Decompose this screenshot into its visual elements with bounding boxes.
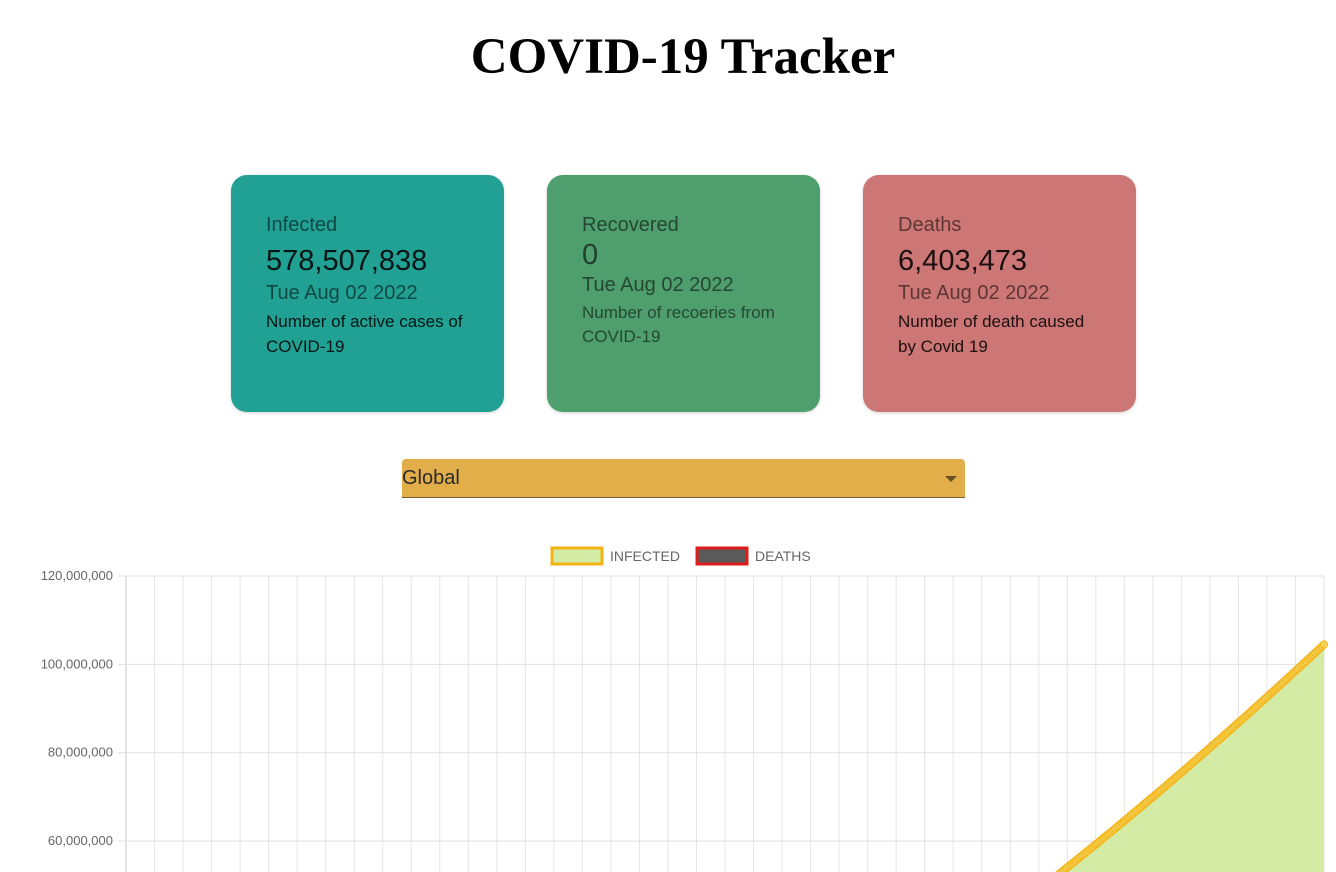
y-tick-label: 80,000,000 <box>48 745 113 760</box>
y-axis-ticks: 120,000,000 100,000,000 80,000,000 60,000,0… <box>41 568 113 848</box>
legend-swatch <box>550 546 604 566</box>
country-select-value: Global <box>402 467 460 489</box>
infected-point <box>1319 640 1329 649</box>
chevron-down-icon[interactable] <box>945 476 957 482</box>
y-tick-label: 100,000,000 <box>41 656 113 671</box>
infected-date: Tue Aug 02 2022 <box>266 282 418 304</box>
legend-swatch <box>695 546 749 566</box>
cases-line-chart: INFECTED DEATHS 120,000,000 100,000,000 80,… <box>41 546 1329 872</box>
y-tick-label: 120,000,000 <box>41 568 113 583</box>
infected-card: Infected 578,507,838 Tue Aug 02 2022 Num… <box>231 175 504 412</box>
infected-label: Infected <box>266 214 338 236</box>
recovered-count: 0 <box>582 239 599 271</box>
recovered-label: Recovered <box>582 214 679 236</box>
chart-series <box>1055 640 1329 872</box>
infected-description: Number of active cases of COVID-19 <box>266 312 463 356</box>
recovered-description: Number of recoeries from COVID-19 <box>582 303 775 346</box>
y-tick-label: 60,000,000 <box>48 833 113 848</box>
deaths-date: Tue Aug 02 2022 <box>898 282 1050 304</box>
chart-legend: INFECTED DEATHS <box>550 546 811 566</box>
deaths-description: Number of death caused by Covid 19 <box>898 312 1085 356</box>
recovered-card: Recovered 0 Tue Aug 02 2022 Number of re… <box>547 175 820 412</box>
infected-area <box>1056 644 1324 872</box>
deaths-label: Deaths <box>898 214 962 236</box>
infected-count: 578,507,838 <box>266 245 428 277</box>
country-select[interactable]: Global <box>402 459 965 498</box>
deaths-count: 6,403,473 <box>898 245 1028 277</box>
legend-label: INFECTED <box>610 548 680 564</box>
page-title: COVID-19 Tracker <box>470 29 896 85</box>
recovered-date: Tue Aug 02 2022 <box>582 274 734 296</box>
legend-label: DEATHS <box>755 548 811 564</box>
deaths-card: Deaths 6,403,473 Tue Aug 02 2022 Number … <box>863 175 1136 412</box>
